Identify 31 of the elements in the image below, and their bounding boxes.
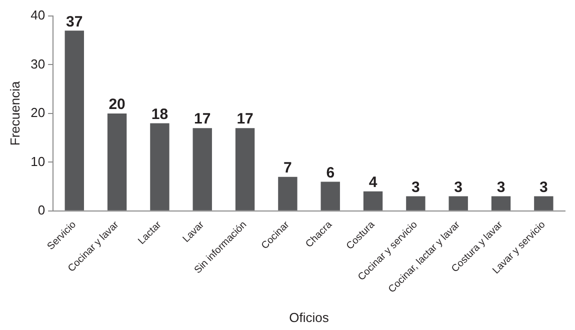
bar [64, 30, 84, 210]
y-tick-label: 40 [30, 8, 46, 23]
data-label: 7 [284, 159, 292, 176]
data-label: 3 [539, 178, 548, 196]
bar [278, 176, 298, 210]
bar [150, 123, 170, 210]
bar [448, 196, 468, 210]
data-label: 17 [236, 110, 254, 128]
data-label: 3 [412, 178, 420, 196]
y-tick-label: 20 [30, 105, 46, 120]
data-label: 4 [368, 174, 378, 192]
bar [192, 128, 212, 210]
data-label: 18 [151, 106, 168, 123]
data-label: 20 [108, 96, 126, 114]
bar [406, 196, 426, 210]
bar [320, 182, 340, 210]
data-label: 6 [326, 164, 335, 182]
y-tick-label: 30 [30, 56, 46, 72]
bar [491, 196, 511, 210]
bar [534, 196, 554, 210]
data-label: 17 [194, 110, 211, 128]
bar [363, 191, 383, 210]
x-axis-title: Oficios [289, 310, 330, 325]
bar [107, 113, 127, 210]
y-axis-title: Frecuencia [7, 80, 22, 146]
data-label: 37 [66, 13, 83, 30]
data-label: 3 [454, 178, 463, 196]
y-tick-label: 10 [30, 154, 46, 169]
bar [235, 128, 255, 210]
y-tick-label: 0 [38, 202, 46, 218]
data-label: 3 [496, 178, 506, 196]
